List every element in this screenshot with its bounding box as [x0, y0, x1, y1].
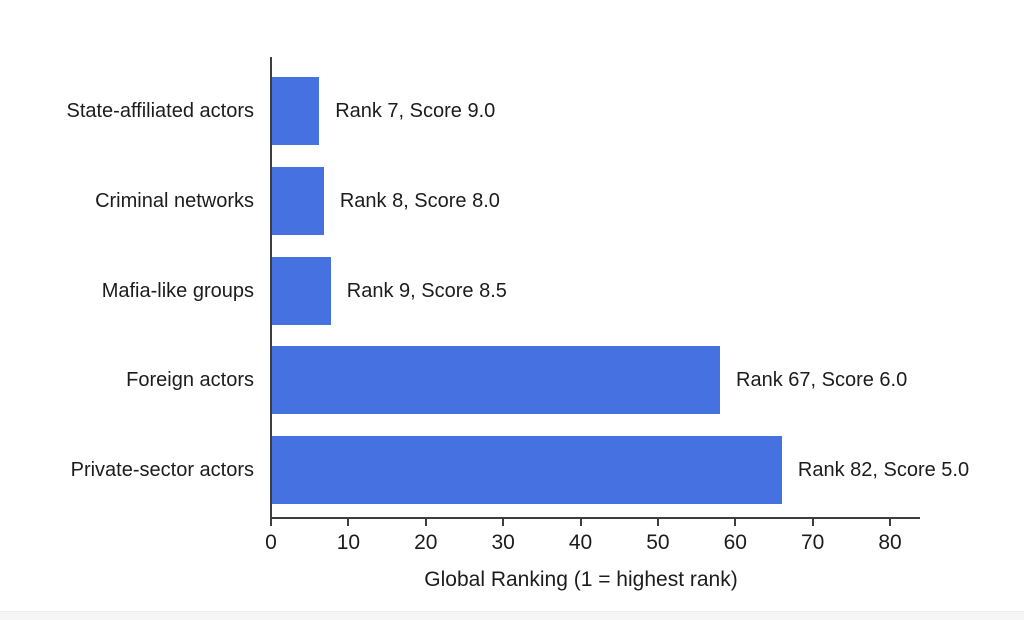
x-tick-mark: [889, 519, 891, 526]
category-label: Mafia-like groups: [101, 279, 254, 302]
x-tick-label: 60: [723, 531, 747, 554]
bar: [272, 346, 720, 415]
x-tick-label: 70: [800, 531, 825, 554]
bar-annotation: Rank 9, Score 8.5: [346, 279, 507, 302]
x-axis-line: [270, 517, 920, 519]
bar: [272, 77, 320, 145]
x-tick-mark: [579, 519, 582, 526]
category-label: State-affiliated actors: [66, 100, 254, 122]
bar: [272, 436, 782, 504]
category-label: Private-sector actors: [70, 459, 254, 481]
x-tick-label: 80: [878, 531, 902, 554]
x-tick-label: 30: [491, 531, 515, 554]
footer-strip: [0, 611, 1024, 620]
x-axis-title: Global Ranking (1 = highest rank): [424, 568, 738, 591]
x-tick-label: 0: [265, 531, 277, 554]
y-axis-line: [270, 57, 272, 519]
x-tick-mark: [502, 519, 505, 526]
x-tick-label: 20: [414, 531, 438, 554]
bar-annotation: Rank 8, Score 8.0: [339, 189, 500, 212]
x-tick-label: 10: [336, 531, 361, 554]
x-tick-mark: [347, 519, 350, 526]
category-label: Criminal networks: [95, 189, 254, 212]
bar-annotation: Rank 82, Score 5.0: [797, 459, 970, 481]
category-label: Foreign actors: [126, 369, 254, 392]
x-tick-mark: [734, 519, 737, 526]
bar-annotation: Rank 67, Score 6.0: [736, 369, 908, 392]
x-tick-label: 40: [568, 531, 593, 554]
bar: [272, 256, 331, 325]
bar-annotation: Rank 7, Score 9.0: [335, 100, 496, 122]
x-tick-mark: [424, 519, 427, 526]
x-tick-mark: [656, 519, 659, 526]
x-tick-mark: [270, 519, 272, 526]
bar: [272, 166, 324, 235]
x-tick-label: 50: [646, 531, 670, 554]
x-tick-mark: [811, 519, 814, 526]
